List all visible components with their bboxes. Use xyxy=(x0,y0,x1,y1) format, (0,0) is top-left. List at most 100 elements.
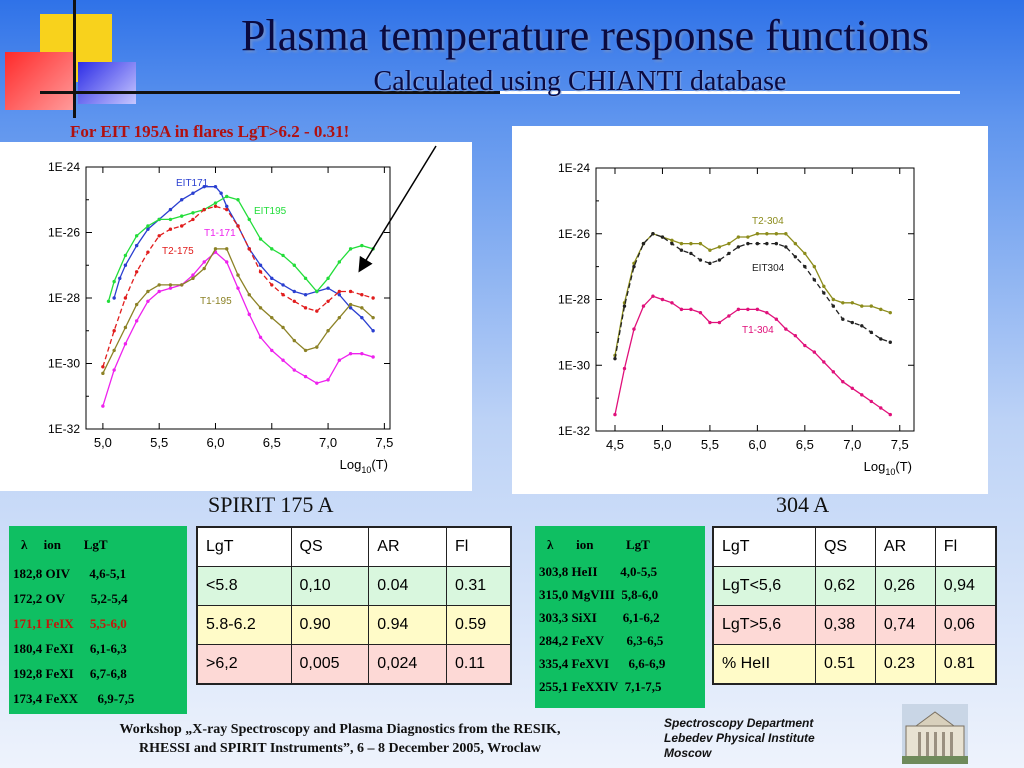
line-list-header: λ ion LgT xyxy=(547,537,650,552)
data-point xyxy=(168,227,173,231)
data-point xyxy=(670,241,674,246)
data-point xyxy=(281,253,285,258)
series-label: T2-304 xyxy=(752,216,784,227)
decor-blue-square xyxy=(78,62,136,104)
data-point xyxy=(337,289,342,294)
line-list-header: λ ion LgT xyxy=(21,537,108,552)
footer-workshop-line2: RHESSI and SPIRIT Instruments”, 6 – 8 De… xyxy=(138,741,542,756)
table-cell: LgT>5,6 xyxy=(712,605,816,645)
chart-left-svg: 1E-24 1E-26 1E-28 1E-30 1E-32 5,0 5,5 6,0 6,5 7,0… xyxy=(48,160,393,475)
footer-institute-line3: Moscow xyxy=(664,746,712,760)
x-tick-label: 7,5 xyxy=(375,435,393,450)
x-tick-label: 6,5 xyxy=(796,437,814,452)
table-cell: 0.11 xyxy=(446,644,512,685)
data-point xyxy=(118,276,122,281)
table-cell: 0,26 xyxy=(874,566,936,606)
data-point xyxy=(180,283,184,287)
slide-title: Plasma temperature response functions xyxy=(241,11,929,60)
table-cell: 0.23 xyxy=(874,644,936,685)
data-point xyxy=(765,310,769,315)
table-cell: 0,94 xyxy=(934,566,997,606)
data-point xyxy=(348,306,353,310)
data-point xyxy=(879,406,883,410)
chart-right-svg: 1E-24 1E-26 1E-28 1E-30 1E-32 4,5 5,0 5,5 6,0 6,5… xyxy=(558,161,915,477)
data-point xyxy=(869,304,873,308)
data-point xyxy=(784,232,788,236)
data-point xyxy=(168,286,173,290)
chart-panel-right: 1E-24 1E-26 1E-28 1E-30 1E-32 4,5 5,0 5,5 6,0 6,5… xyxy=(512,126,988,494)
table-row: % HeII 0.51 0.23 0.81 xyxy=(712,644,997,685)
data-point xyxy=(281,283,285,287)
data-point xyxy=(679,307,684,312)
data-point xyxy=(736,235,741,239)
data-point xyxy=(292,338,296,343)
table-cell: >6,2 xyxy=(196,644,292,685)
data-point xyxy=(822,291,826,295)
data-point xyxy=(225,207,229,212)
plot-frame xyxy=(595,167,915,432)
data-point xyxy=(348,289,353,294)
data-point xyxy=(755,241,760,246)
data-point xyxy=(270,283,274,287)
data-point xyxy=(670,238,674,243)
data-point xyxy=(784,245,788,249)
data-point xyxy=(803,251,807,256)
table-cell: 0.81 xyxy=(934,644,997,685)
data-point xyxy=(213,201,218,205)
data-point xyxy=(303,306,308,310)
data-point xyxy=(303,348,308,353)
data-point xyxy=(746,235,750,239)
data-point xyxy=(717,320,722,325)
table-cell: % HeII xyxy=(712,644,816,685)
data-point xyxy=(123,296,128,300)
data-point xyxy=(727,241,731,246)
data-point xyxy=(679,241,684,246)
data-point xyxy=(831,304,836,308)
x-tick-label: 5,5 xyxy=(701,437,719,452)
data-point xyxy=(213,184,218,189)
data-point xyxy=(225,204,229,208)
data-point xyxy=(292,289,296,294)
table-cell: 0.59 xyxy=(446,605,512,645)
table-row: <5.8 0,10 0.04 0.31 xyxy=(196,566,512,606)
data-point xyxy=(191,217,195,222)
data-point xyxy=(727,314,731,318)
data-point xyxy=(180,198,184,202)
data-point xyxy=(698,241,703,246)
data-point xyxy=(822,360,826,364)
data-point xyxy=(157,289,161,294)
y-tick-label: 1E-32 xyxy=(558,424,590,438)
data-point xyxy=(360,243,364,248)
data-point xyxy=(281,293,285,297)
data-point xyxy=(708,320,712,325)
table-header-cell: Fl xyxy=(446,526,512,567)
caption-spirit-175: SPIRIT 175 A xyxy=(208,492,334,517)
decor-white-line xyxy=(500,91,960,94)
data-point xyxy=(270,247,274,251)
table-header-cell: AR xyxy=(874,526,936,567)
data-point xyxy=(746,307,750,312)
data-point xyxy=(337,358,342,362)
line-list-right: λ ion LgT 303,8 HeII 4,0-5,5 315,0 MgVIII … xyxy=(535,526,705,708)
data-point xyxy=(258,263,263,267)
table-cell: LgT<5,6 xyxy=(712,566,816,606)
table-cell: 0,06 xyxy=(934,605,997,645)
footer-institute: Spectroscopy Department Lebedev Physical… xyxy=(664,716,815,761)
data-point xyxy=(123,325,128,330)
y-tick-label: 1E-24 xyxy=(558,161,590,175)
line-list-item: 182,8 OIV 4,6-5,1 xyxy=(13,566,127,581)
data-point xyxy=(822,284,826,289)
data-point xyxy=(123,253,128,258)
data-point xyxy=(106,299,111,303)
data-point xyxy=(134,270,139,274)
series-label: T1-195 xyxy=(200,296,232,307)
data-point xyxy=(651,232,655,236)
x-tick-label: 5,5 xyxy=(150,435,168,450)
table-cell: 0,74 xyxy=(874,605,936,645)
data-point xyxy=(326,276,330,281)
data-point xyxy=(225,260,229,264)
data-point xyxy=(689,251,693,256)
series-label: EIT304 xyxy=(752,263,785,274)
data-point xyxy=(360,315,364,320)
series-label: T1-304 xyxy=(742,325,774,336)
